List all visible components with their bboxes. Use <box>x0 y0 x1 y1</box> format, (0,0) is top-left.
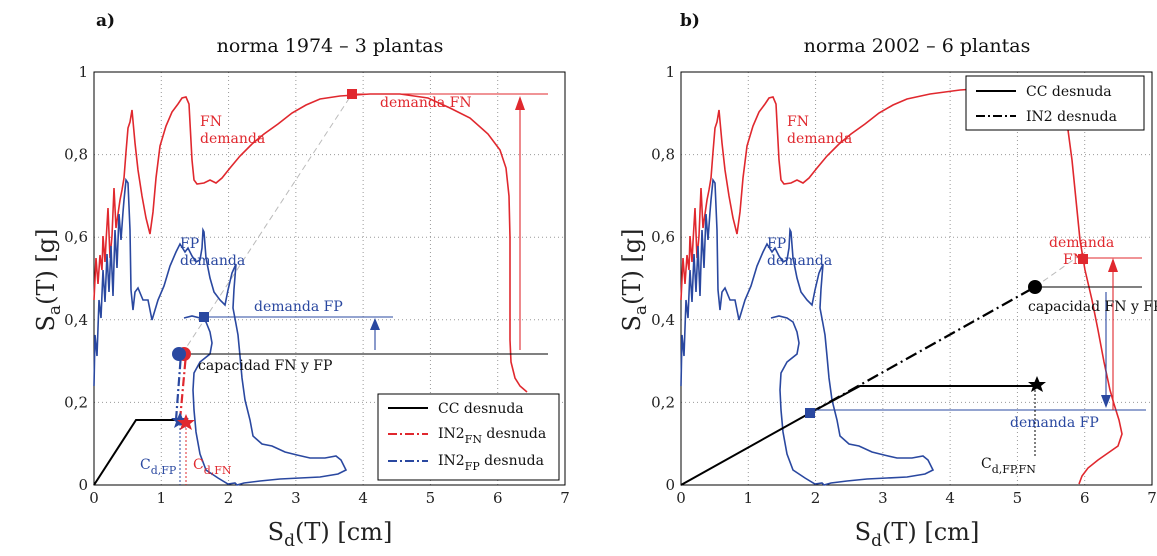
panel-b-in2-line <box>809 286 1036 414</box>
y-tick-label: 0,6 <box>64 228 88 246</box>
panel-a-label: a) <box>96 11 115 31</box>
panel-a-fp-demand-curve <box>93 177 348 486</box>
y-tick-label: 0,4 <box>651 311 675 329</box>
x-tick-label: 1 <box>744 489 754 507</box>
panel-b-xlabel: Sd(T) [cm] <box>855 518 980 551</box>
panel-b-fn-demand-curve <box>680 87 1123 485</box>
panel-b-cd-label: Cd,FP,FN <box>981 456 1036 476</box>
panel-b-cc-line <box>680 385 1037 486</box>
y-tick-label: 0,2 <box>651 393 675 411</box>
panel-a-demand-fn-marker <box>347 89 357 99</box>
panel-b-demand-fn-marker <box>1078 254 1088 264</box>
panel-a-cd-fp-label: Cd,FP <box>140 457 177 477</box>
panel-a-capacidad-text: capacidad FN y FP <box>198 358 332 374</box>
x-tick-label: 0 <box>676 489 686 507</box>
panel-b-legend: CC desnuda IN2 desnuda <box>965 75 1145 131</box>
panel-a-cd-fn-label: Cd,FN <box>193 457 232 477</box>
panel-a-fn-arrowhead <box>515 96 525 110</box>
panel-a-ticks: 0 1 2 3 4 5 6 7 0 0,2 0,4 0,6 0,8 1 <box>64 63 570 507</box>
panel-a-connector-fn <box>181 93 353 355</box>
x-tick-label: 3 <box>878 489 888 507</box>
panel-b-fn-label: FN <box>787 114 809 130</box>
panel-a-legend-cc: CC desnuda <box>438 401 524 417</box>
panel-a: a) norma 1974 – 3 plantas 0 1 2 3 4 5 6 7 0 0,2 0,… <box>32 11 570 551</box>
y-tick-label: 0,2 <box>64 393 88 411</box>
x-tick-label: 0 <box>89 489 99 507</box>
panel-a-in2-fn-line <box>178 353 188 421</box>
panel-b-axes-box <box>680 71 1153 486</box>
y-tick-label: 1 <box>78 63 88 81</box>
panel-b-demanda-label: demanda <box>1049 235 1114 251</box>
x-tick-label: 2 <box>224 489 234 507</box>
panel-a-in2-fp-line <box>174 353 183 421</box>
panel-a-cc-line <box>93 419 182 486</box>
panel-a-legend-in2fn: IN2FN desnuda <box>438 426 546 446</box>
panel-a-fp-label: FP <box>180 236 199 252</box>
x-tick-label: 7 <box>1147 489 1157 507</box>
panel-b-label: b) <box>680 11 700 31</box>
panel-a-title: norma 1974 – 3 plantas <box>217 35 444 57</box>
panel-b-demand-fp-marker <box>805 408 815 418</box>
y-tick-label: 0,8 <box>64 146 88 164</box>
x-tick-label: 7 <box>560 489 570 507</box>
panel-b-capacity-marker <box>1028 280 1042 294</box>
panel-a-fp-arrowhead <box>370 318 380 330</box>
y-tick-label: 1 <box>665 63 675 81</box>
panel-a-legend-in2fp: IN2FP desnuda <box>438 453 544 473</box>
panel-a-fn-demand-curve <box>93 93 528 393</box>
panel-b-legend-cc: CC desnuda <box>1026 84 1112 100</box>
y-tick-label: 0,8 <box>651 146 675 164</box>
x-tick-label: 3 <box>291 489 301 507</box>
panel-a-fn-demanda-label: demanda <box>200 131 265 147</box>
panel-b-fp-label: FP <box>767 236 786 252</box>
panel-b-legend-in2: IN2 desnuda <box>1026 109 1117 125</box>
panel-b-fp-demanda-label: demanda <box>767 253 832 269</box>
x-tick-label: 6 <box>493 489 503 507</box>
x-tick-label: 5 <box>1013 489 1023 507</box>
panel-a-ylabel: Sa(T) [g] <box>32 228 65 331</box>
panel-b-ticks: 0 1 2 3 4 5 6 7 0 0,2 0,4 0,6 0,8 1 <box>651 63 1157 507</box>
panel-b-demanda-fp-text: demanda FP <box>1010 415 1099 431</box>
y-tick-label: 0,6 <box>651 228 675 246</box>
y-tick-label: 0 <box>665 476 675 494</box>
panel-b-capacidad-text: capacidad FN y FP <box>1028 299 1157 315</box>
panel-b-fn-demanda-label: demanda <box>787 131 852 147</box>
panel-b-star <box>1028 376 1046 392</box>
panel-b-fn-arrowhead <box>1108 258 1118 272</box>
x-tick-label: 2 <box>811 489 821 507</box>
x-tick-label: 5 <box>426 489 436 507</box>
panel-a-axes-box <box>93 71 566 486</box>
x-tick-label: 4 <box>945 489 955 507</box>
y-tick-label: 0 <box>78 476 88 494</box>
panel-b: b) norma 2002 – 6 plantas 0 1 2 3 4 5 6 7 0 0,2 0,… <box>618 11 1157 551</box>
panel-b-fn-short-label: FN <box>1063 252 1085 268</box>
panel-b-ylabel: Sa(T) [g] <box>618 228 651 331</box>
x-tick-label: 6 <box>1080 489 1090 507</box>
panel-b-title: norma 2002 – 6 plantas <box>804 35 1031 57</box>
panel-b-legend-box <box>965 75 1145 131</box>
x-tick-label: 1 <box>157 489 167 507</box>
panel-b-fp-arrowhead <box>1101 395 1111 408</box>
panel-a-legend: CC desnuda IN2FN desnuda IN2FP desnuda <box>377 393 560 481</box>
panel-a-demanda-fp-text: demanda FP <box>254 299 343 315</box>
panel-a-capacity-fp-marker <box>172 347 186 361</box>
panel-a-demanda-fn-text: demanda FN <box>380 95 472 111</box>
panel-a-star-fn <box>177 414 195 430</box>
x-tick-label: 4 <box>358 489 368 507</box>
y-tick-label: 0,4 <box>64 311 88 329</box>
panel-b-fp-demand-curve <box>680 177 935 486</box>
panel-a-demand-fp-marker <box>199 312 209 322</box>
panel-a-fn-label: FN <box>200 114 222 130</box>
panel-a-xlabel: Sd(T) [cm] <box>268 518 393 551</box>
panel-a-fp-demanda-label: demanda <box>180 253 245 269</box>
